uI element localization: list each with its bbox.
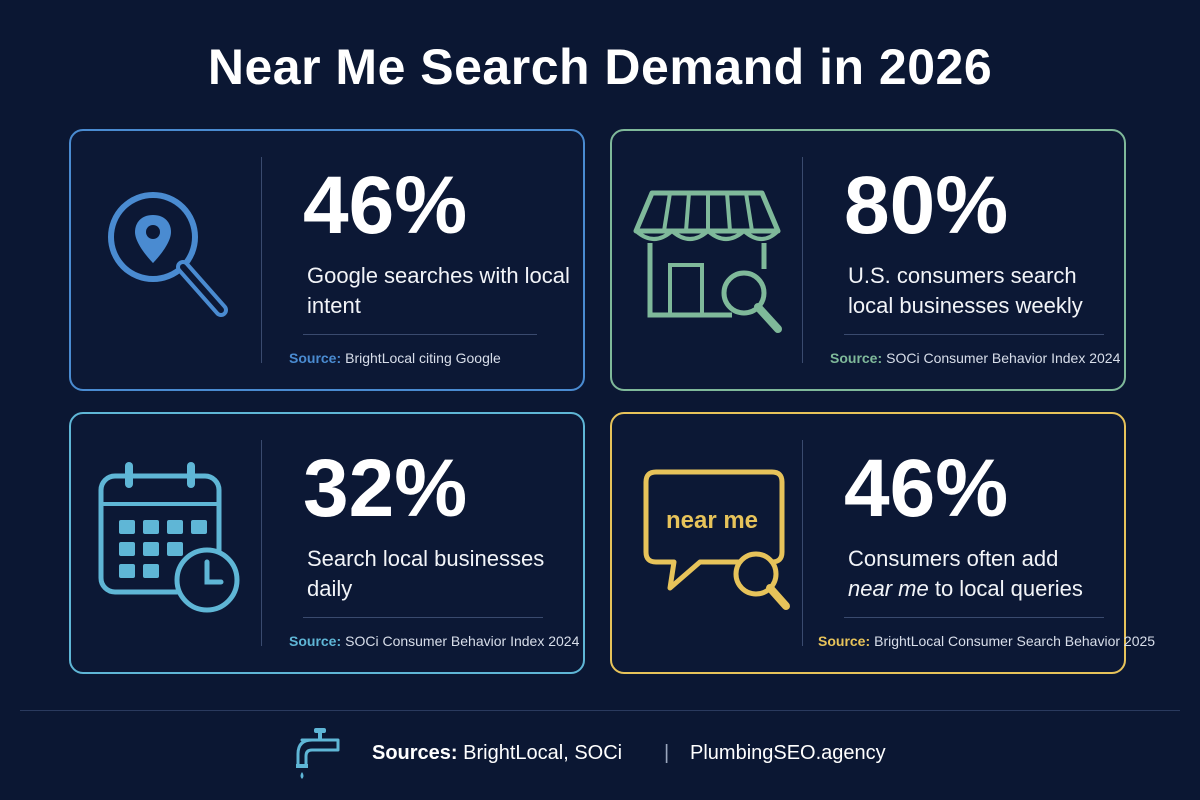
stat-description: Google searches with local intent — [307, 263, 570, 318]
footer-sources-label: Sources: — [372, 742, 458, 764]
source-label: Source: — [289, 350, 342, 366]
page-title: Near Me Search Demand in 2026 — [207, 39, 993, 95]
desc-suffix: to local queries — [934, 576, 1083, 601]
stat-value: 32% — [303, 443, 468, 534]
stat-value: 46% — [303, 160, 468, 251]
stat-card-daily-search: 32% Search local businesses daily Source… — [69, 412, 585, 674]
bubble-text: near me — [666, 507, 758, 534]
stat-card-local-intent: 46% Google searches with local intent So… — [69, 129, 585, 391]
stat-description: Search local businesses daily — [307, 546, 545, 601]
source-line: Source: SOCi Consumer Behavior Index 2024 — [830, 350, 1120, 366]
location-search-icon — [91, 165, 251, 345]
source-label: Source: — [830, 350, 883, 366]
source-text: BrightLocal citing Google — [345, 350, 501, 366]
desc-prefix: Consumers often add — [848, 546, 1059, 571]
footer-separator: | — [664, 742, 670, 764]
source-text: SOCi Consumer Behavior Index 2024 — [345, 633, 580, 649]
source-label: Source: — [289, 633, 342, 649]
stat-description: U.S. consumers search local businesses w… — [848, 263, 1083, 318]
source-divider — [844, 617, 1104, 618]
stat-card-weekly-search: 80% U.S. consumers search local business… — [610, 129, 1126, 391]
storefront-search-icon — [632, 165, 792, 345]
footer: Sources: BrightLocal, SOCi | PlumbingSEO… — [0, 722, 1200, 784]
stat-value: 46% — [844, 443, 1009, 534]
footer-sources-text: BrightLocal, SOCi — [463, 742, 623, 764]
card-divider — [802, 157, 803, 363]
source-text: BrightLocal Consumer Search Behavior 202… — [874, 633, 1156, 649]
source-line: Source: SOCi Consumer Behavior Index 2024 — [289, 633, 579, 649]
stat-value: 80% — [844, 160, 1009, 251]
speech-bubble-search-icon: near me — [632, 448, 792, 628]
faucet-icon — [288, 726, 348, 780]
source-divider — [844, 334, 1104, 335]
card-divider — [802, 440, 803, 646]
desc-emphasis: near me — [848, 576, 929, 601]
card-divider — [261, 440, 262, 646]
footer-divider — [20, 710, 1180, 711]
source-divider — [303, 334, 537, 335]
stat-description: Consumers often add near me to local que… — [848, 544, 1118, 604]
footer-sources: Sources: BrightLocal, SOCi — [372, 742, 622, 765]
calendar-clock-icon — [91, 448, 251, 628]
footer-site-link[interactable]: PlumbingSEO.agency — [690, 742, 886, 764]
source-divider — [303, 617, 543, 618]
card-divider — [261, 157, 262, 363]
source-text: SOCi Consumer Behavior Index 2024 — [886, 350, 1121, 366]
stat-card-near-me: near me 46% Consumers often add near me … — [610, 412, 1155, 674]
source-label: Source: — [818, 633, 871, 649]
source-line: Source: BrightLocal citing Google — [289, 350, 501, 366]
source-line: Source: BrightLocal Consumer Search Behav… — [818, 633, 1155, 649]
